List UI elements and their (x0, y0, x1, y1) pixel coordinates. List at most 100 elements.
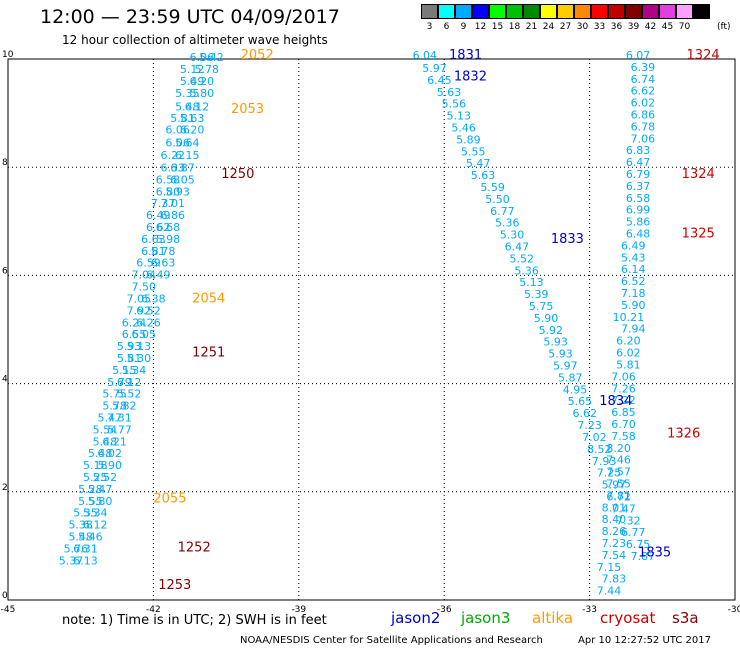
swh-value-altika: 5.49 (180, 75, 205, 88)
swh-value-altika: 7.05 (127, 292, 152, 305)
pass-number-label: 2053 (231, 102, 264, 117)
swh-value-altika: 5.93 (117, 340, 142, 353)
pass-number-label: 1253 (158, 578, 191, 593)
swh-value-cryosat: 6.39 (631, 61, 656, 74)
swh-value-cryosat: 6.02 (616, 347, 641, 360)
swh-value-cryosat: 8.26 (602, 525, 627, 538)
swh-values: 6.065.425.785.126.205.495.805.356.125.48… (59, 49, 655, 598)
color-scale-label: 70 (678, 22, 691, 32)
swh-value-jason2: 6.77 (621, 526, 646, 539)
x-tick-label: -30 (728, 605, 740, 615)
swh-value-altika: 6.80 (156, 185, 181, 198)
units-note: note: 1) Time is in UTC; 2) SWH is in fe… (62, 613, 327, 628)
swh-value-altika: 5.25 (83, 471, 108, 484)
swh-value-cryosat: 7.06 (631, 132, 656, 145)
swh-value-altika: 7.50 (131, 281, 156, 294)
swh-value-cryosat: 6.02 (631, 97, 656, 110)
swh-value-cryosat: 7.57 (606, 466, 631, 479)
x-tick-label: -33 (582, 605, 597, 615)
axis-ticks: -45 -42 -39 -36 -33 -30 0 2 4 6 8 10 (1, 50, 740, 615)
legend-entry-cryosat: cryosat (600, 609, 656, 627)
swh-value-altika: 5.81 (117, 352, 142, 365)
swh-value-altika: 6.68 (156, 221, 181, 234)
color-scale-swatch (421, 4, 438, 19)
swh-value-jason2: 6.45 (427, 74, 452, 87)
swh-value-jason2: 6.62 (573, 407, 598, 420)
swh-value-altika: 6.58 (156, 173, 181, 186)
swh-value-jason2: 5.13 (446, 110, 471, 123)
swh-value-cryosat: 7.94 (621, 323, 646, 336)
swh-value-cryosat: 7.23 (602, 537, 627, 550)
swh-value-altika: 6.22 (161, 149, 186, 162)
swh-value-altika: 5.30 (127, 352, 152, 365)
swh-value-altika: 5.48 (175, 100, 200, 113)
swh-value-altika: 5.90 (98, 459, 123, 472)
legend-entry-jason2: jason2 (391, 609, 441, 627)
swh-value-altika: 6.02 (98, 447, 123, 460)
swh-value-altika: 6.59 (136, 257, 161, 270)
color-scale-swatch (625, 4, 642, 19)
swh-value-jason2: 7.87 (631, 550, 656, 563)
color-scale-swatch (608, 4, 625, 19)
swh-value-altika: 6.63 (141, 233, 166, 246)
swh-value-cryosat: 5.90 (621, 299, 646, 312)
swh-value-altika: 6.87 (170, 162, 195, 175)
swh-value-cryosat: 6.47 (626, 156, 651, 169)
swh-value-cryosat: 6.58 (626, 192, 651, 205)
swh-value-jason2: 5.39 (524, 288, 549, 301)
swh-value-altika: 5.64 (175, 137, 200, 150)
swh-value-jason2: 5.97 (602, 479, 627, 492)
swh-value-altika: 5.75 (102, 388, 127, 401)
swh-value-altika: 5.38 (68, 519, 93, 532)
color-scale-label: 36 (610, 22, 623, 32)
color-scale-label: 15 (491, 22, 504, 32)
swh-value-cryosat: 6.74 (631, 73, 656, 86)
swh-value-altika: 5.52 (93, 471, 118, 484)
pass-labels: 1831 1832 1833 1834 1835 1324 1324 1325 1326 2052… (153, 48, 719, 593)
swh-value-altika: 6.52 (136, 304, 161, 317)
swh-value-altika: 6.13 (73, 554, 98, 567)
swh-value-cryosat: 5.81 (616, 358, 641, 371)
swh-value-cryosat: 7.83 (602, 573, 627, 586)
pass-number-label: 1832 (454, 70, 487, 85)
swh-value-jason2: 5.55 (461, 145, 486, 158)
swh-value-jason2: 5.89 (456, 133, 481, 146)
y-tick-label: 10 (2, 50, 14, 60)
swh-value-altika: 6.63 (151, 257, 176, 270)
swh-value-cryosat: 6.20 (616, 335, 641, 348)
x-tick-label: -36 (437, 605, 452, 615)
pass-number-label: 1325 (682, 227, 715, 242)
swh-value-cryosat: 6.62 (631, 85, 656, 98)
color-scale-swatch (659, 4, 676, 19)
y-tick-label: 2 (2, 483, 8, 493)
swh-value-altika: 7.04 (131, 269, 156, 282)
swh-value-altika: 5.48 (68, 530, 93, 543)
swh-value-cryosat: 7.22 (611, 394, 636, 407)
color-scale-swatch (472, 4, 489, 19)
swh-value-cryosat: 6.52 (621, 275, 646, 288)
swh-value-altika: 5.13 (127, 340, 152, 353)
swh-value-cryosat: 6.48 (626, 228, 651, 241)
swh-value-altika: 5.79 (107, 376, 132, 389)
swh-value-jason2: 4.95 (563, 383, 588, 396)
swh-value-cryosat: 7.26 (611, 382, 636, 395)
swh-value-altika: 5.63 (180, 112, 205, 125)
color-scale-swatch (506, 4, 523, 19)
swh-value-jason2: 5.63 (437, 86, 462, 99)
swh-value-jason2: 5.92 (539, 324, 564, 337)
swh-value-cryosat: 7.15 (597, 561, 622, 574)
color-scale-swatch (676, 4, 693, 19)
swh-value-cryosat: 5.43 (621, 251, 646, 264)
swh-value-altika: 5.35 (73, 507, 98, 520)
swh-value-altika: 5.42 (199, 51, 224, 64)
swh-value-jason2: 5.75 (529, 300, 554, 313)
swh-value-altika: 6.06 (190, 51, 215, 64)
swh-value-jason2: 7.93 (592, 455, 617, 468)
legend-entry-s3a: s3a (672, 609, 699, 627)
swh-value-altika: 5.98 (156, 233, 181, 246)
swh-value-altika: 6.15 (175, 149, 200, 162)
color-scale-label: 6 (443, 22, 450, 32)
swh-value-jason2: 6.04 (413, 49, 438, 62)
swh-value-cryosat: 6.78 (631, 120, 656, 133)
swh-value-cryosat: 6.79 (626, 168, 651, 181)
